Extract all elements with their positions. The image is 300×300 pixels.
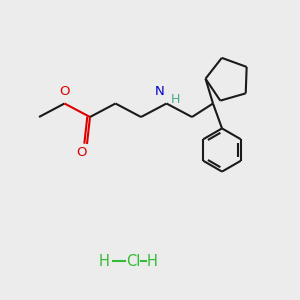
Text: H: H bbox=[147, 254, 158, 268]
Text: O: O bbox=[59, 85, 70, 98]
Text: N: N bbox=[155, 85, 165, 98]
Text: H: H bbox=[99, 254, 110, 268]
Text: H: H bbox=[170, 93, 180, 106]
Text: O: O bbox=[76, 146, 87, 158]
Text: Cl: Cl bbox=[126, 254, 140, 268]
